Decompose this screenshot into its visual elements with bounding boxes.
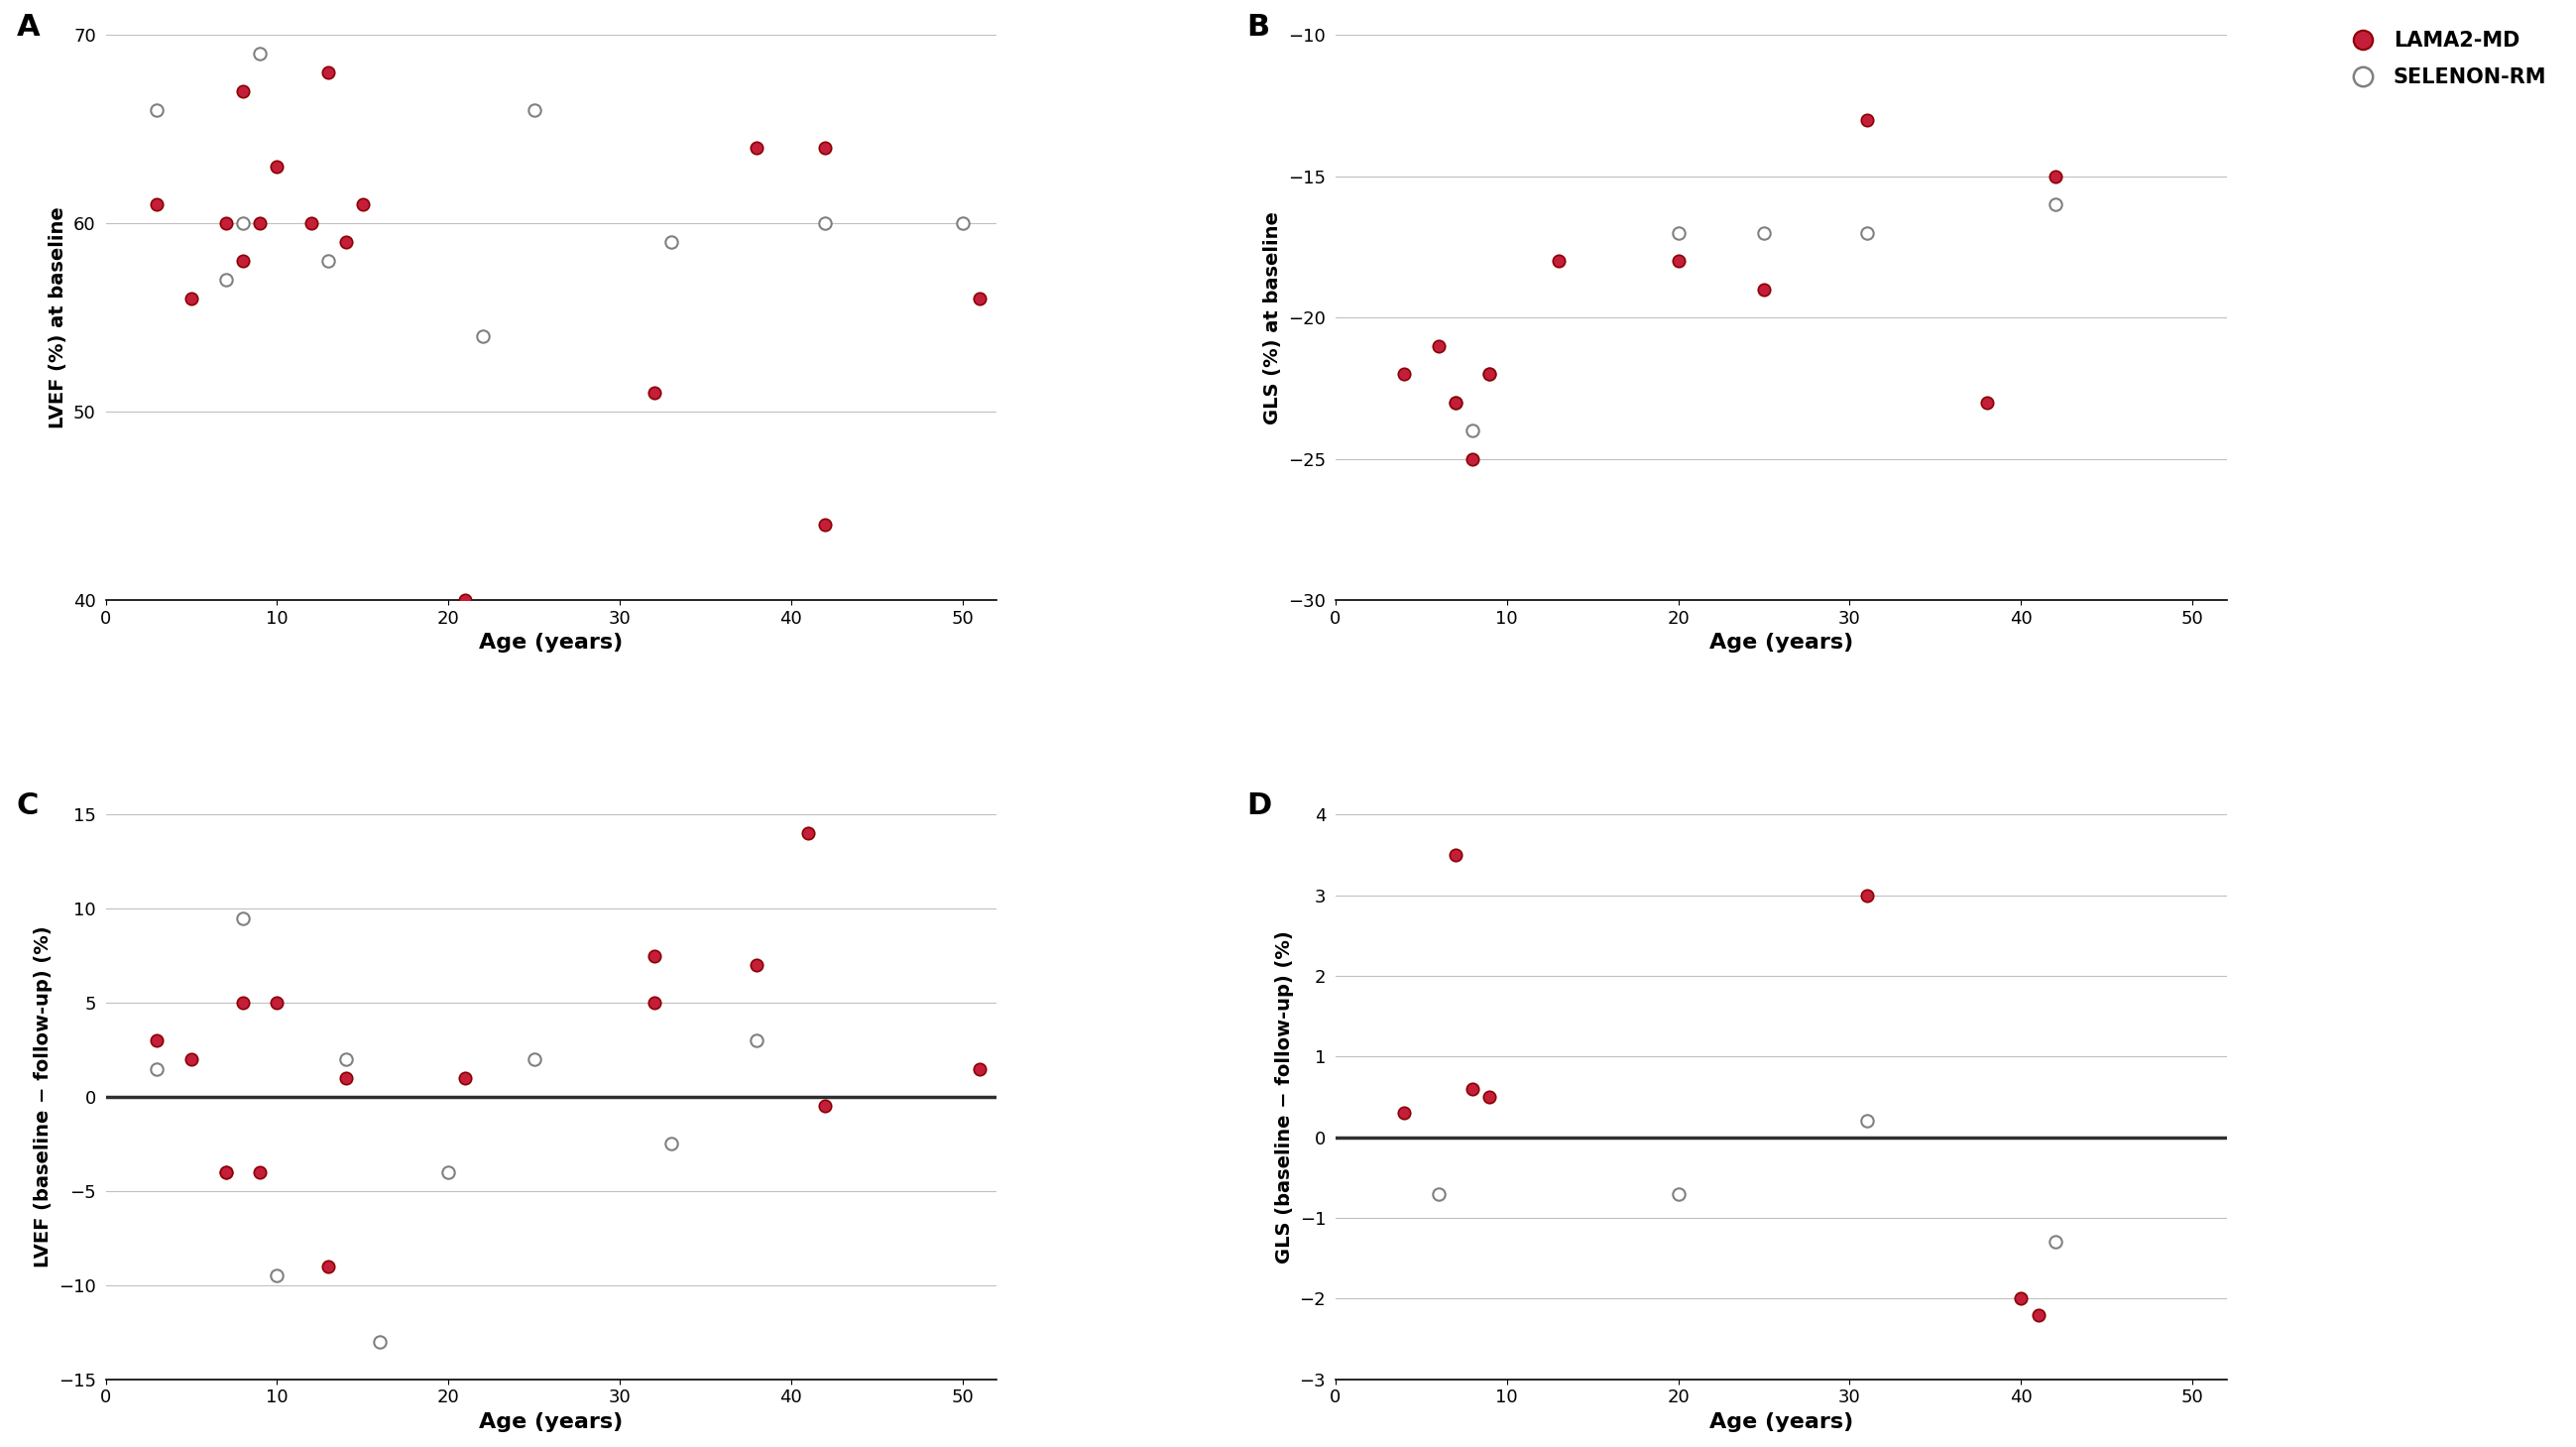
- Point: [652, 230, 693, 253]
- Point: [804, 211, 845, 234]
- Text: B: B: [1247, 13, 1270, 42]
- Point: [1453, 418, 1494, 441]
- Point: [2002, 1286, 2043, 1310]
- Point: [1847, 884, 1888, 907]
- Point: [1656, 221, 1698, 245]
- Point: [652, 1133, 693, 1156]
- Point: [1417, 1182, 1458, 1205]
- Point: [1538, 249, 1579, 272]
- Point: [737, 954, 778, 977]
- Point: [307, 249, 348, 272]
- Point: [222, 211, 263, 234]
- Point: [170, 287, 211, 310]
- Point: [1965, 391, 2007, 414]
- Point: [804, 136, 845, 159]
- Point: [513, 1048, 554, 1071]
- Point: [1468, 362, 1510, 385]
- Point: [943, 211, 984, 234]
- Text: C: C: [15, 792, 39, 820]
- Point: [137, 98, 178, 122]
- Point: [737, 1029, 778, 1052]
- Point: [1435, 844, 1476, 867]
- Point: [958, 287, 999, 310]
- Y-axis label: GLS (baseline − follow-up) (%): GLS (baseline − follow-up) (%): [1275, 930, 1293, 1263]
- Point: [137, 1058, 178, 1081]
- Point: [258, 155, 299, 178]
- Point: [1383, 362, 1425, 385]
- X-axis label: Age (years): Age (years): [479, 632, 623, 653]
- Point: [1453, 447, 1494, 470]
- Point: [343, 192, 384, 216]
- Point: [788, 822, 829, 845]
- Point: [2035, 192, 2076, 216]
- Point: [222, 991, 263, 1014]
- Point: [634, 381, 675, 404]
- X-axis label: Age (years): Age (years): [1708, 1412, 1852, 1433]
- Point: [206, 1160, 247, 1184]
- Point: [240, 211, 281, 234]
- Point: [358, 1330, 399, 1353]
- Point: [1435, 391, 1476, 414]
- Text: D: D: [1247, 792, 1273, 820]
- Point: [206, 211, 247, 234]
- Point: [1744, 278, 1785, 301]
- Legend: LAMA2-MD, SELENON-RM: LAMA2-MD, SELENON-RM: [2334, 23, 2555, 96]
- Point: [137, 1029, 178, 1052]
- Point: [958, 1058, 999, 1081]
- Point: [1453, 1077, 1494, 1100]
- Point: [1847, 1110, 1888, 1133]
- Point: [1656, 1182, 1698, 1205]
- Text: A: A: [15, 13, 39, 42]
- Point: [222, 249, 263, 272]
- Y-axis label: GLS (%) at baseline: GLS (%) at baseline: [1265, 211, 1283, 424]
- Y-axis label: LVEF (baseline − follow-up) (%): LVEF (baseline − follow-up) (%): [33, 926, 52, 1268]
- X-axis label: Age (years): Age (years): [479, 1412, 623, 1433]
- Point: [291, 211, 332, 234]
- X-axis label: Age (years): Age (years): [1708, 632, 1852, 653]
- Point: [2035, 1230, 2076, 1253]
- Point: [240, 42, 281, 65]
- Point: [1435, 391, 1476, 414]
- Point: [804, 514, 845, 537]
- Point: [325, 1048, 366, 1071]
- Point: [461, 324, 502, 347]
- Point: [258, 991, 299, 1014]
- Point: [258, 1265, 299, 1288]
- Point: [1468, 362, 1510, 385]
- Point: [1656, 249, 1698, 272]
- Point: [804, 1095, 845, 1119]
- Point: [206, 1160, 247, 1184]
- Point: [325, 230, 366, 253]
- Point: [634, 943, 675, 967]
- Point: [1383, 1101, 1425, 1124]
- Point: [1417, 334, 1458, 357]
- Point: [446, 1066, 487, 1090]
- Point: [240, 1160, 281, 1184]
- Point: [513, 98, 554, 122]
- Point: [428, 1160, 469, 1184]
- Point: [2017, 1304, 2058, 1327]
- Y-axis label: LVEF (%) at baseline: LVEF (%) at baseline: [49, 207, 67, 428]
- Point: [222, 80, 263, 103]
- Point: [446, 589, 487, 612]
- Point: [737, 136, 778, 159]
- Point: [137, 192, 178, 216]
- Point: [1468, 1085, 1510, 1108]
- Point: [307, 61, 348, 84]
- Point: [634, 991, 675, 1014]
- Point: [2035, 165, 2076, 188]
- Point: [1847, 109, 1888, 132]
- Point: [1744, 221, 1785, 245]
- Point: [222, 906, 263, 929]
- Point: [206, 268, 247, 291]
- Point: [307, 1255, 348, 1278]
- Point: [170, 1048, 211, 1071]
- Point: [325, 1066, 366, 1090]
- Point: [1847, 221, 1888, 245]
